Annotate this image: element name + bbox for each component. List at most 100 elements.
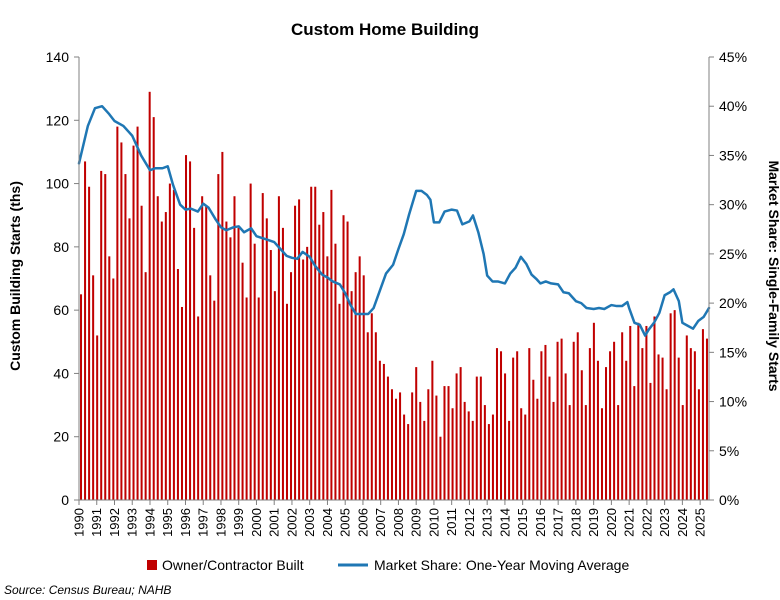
x-tick-label: 1996 xyxy=(178,508,193,537)
bar xyxy=(132,145,135,500)
bar xyxy=(576,332,579,500)
bar xyxy=(156,196,159,501)
bar xyxy=(302,259,305,500)
bar xyxy=(544,344,547,500)
bar xyxy=(249,183,252,500)
bar xyxy=(294,205,297,500)
bar xyxy=(673,310,676,500)
x-tick-label: 2020 xyxy=(604,508,619,537)
bar xyxy=(80,294,83,500)
bar xyxy=(322,212,325,501)
bar xyxy=(88,186,91,501)
bar xyxy=(164,212,167,501)
bar xyxy=(374,332,377,500)
bar xyxy=(508,420,511,500)
right-tick-label: 15% xyxy=(719,344,747,360)
bar xyxy=(257,297,260,500)
bar xyxy=(560,338,563,500)
x-tick-label: 2014 xyxy=(497,508,512,537)
bar xyxy=(572,341,575,500)
bar xyxy=(605,367,608,500)
bar xyxy=(358,256,361,500)
x-tick-label: 1990 xyxy=(72,508,87,537)
bar xyxy=(326,256,329,500)
bar xyxy=(685,335,688,500)
bar xyxy=(463,401,466,500)
bar xyxy=(140,205,143,500)
left-tick-label: 100 xyxy=(46,176,70,192)
bar xyxy=(168,183,171,500)
bar xyxy=(225,221,228,501)
bar xyxy=(350,291,353,500)
x-axis-ticks: 1990 1991 1992 1993 1994 1995 1996 1997 1998 1999… xyxy=(72,500,708,537)
bar xyxy=(419,401,422,500)
bar-series-owner-contractor xyxy=(80,91,708,501)
bar xyxy=(491,414,494,500)
bar xyxy=(92,275,95,500)
bar xyxy=(584,405,587,500)
x-tick-label: 1999 xyxy=(231,508,246,537)
x-tick-label: 2025 xyxy=(693,508,708,537)
bar xyxy=(411,392,414,500)
bar xyxy=(532,379,535,500)
bar xyxy=(245,297,248,500)
bar xyxy=(540,351,543,500)
right-tick-label: 5% xyxy=(719,443,739,459)
bar xyxy=(180,306,183,500)
bar xyxy=(617,405,620,500)
bar xyxy=(609,351,612,500)
bar xyxy=(221,151,224,500)
bar xyxy=(592,322,595,500)
x-tick-label: 2008 xyxy=(391,508,406,537)
x-tick-label: 2002 xyxy=(284,508,299,537)
x-tick-label: 1991 xyxy=(89,508,104,537)
left-tick-label: 20 xyxy=(53,429,69,445)
bar xyxy=(261,193,264,500)
legend-label-line: Market Share: One-Year Moving Average xyxy=(374,557,629,573)
bar xyxy=(447,386,450,500)
bar xyxy=(665,389,668,500)
bar xyxy=(629,325,632,500)
bar xyxy=(641,348,644,500)
bar xyxy=(669,313,672,500)
bar xyxy=(253,243,256,500)
bar xyxy=(657,354,660,500)
x-tick-label: 2012 xyxy=(462,508,477,537)
x-tick-label: 1998 xyxy=(213,508,228,537)
bar xyxy=(314,186,317,501)
x-tick-label: 2001 xyxy=(267,508,282,537)
legend-swatch-bar xyxy=(147,560,157,570)
x-tick-label: 2007 xyxy=(373,508,388,537)
x-tick-label: 2009 xyxy=(409,508,424,537)
chart-title: Custom Home Building xyxy=(291,20,479,39)
x-tick-label: 2024 xyxy=(675,508,690,537)
right-tick-label: 10% xyxy=(719,394,747,410)
bar xyxy=(124,174,127,500)
bar xyxy=(277,196,280,501)
left-tick-label: 80 xyxy=(53,239,69,255)
bar xyxy=(217,174,220,500)
bar xyxy=(265,218,268,500)
x-tick-label: 1994 xyxy=(142,508,157,537)
right-tick-label: 25% xyxy=(719,246,747,262)
bar xyxy=(455,373,458,500)
x-tick-label: 1992 xyxy=(107,508,122,537)
bar xyxy=(471,420,474,500)
bar xyxy=(407,424,410,500)
bar xyxy=(362,275,365,500)
x-tick-label: 2004 xyxy=(320,508,335,537)
bar xyxy=(495,348,498,500)
bar xyxy=(273,291,276,500)
bar xyxy=(451,408,454,500)
bar xyxy=(334,243,337,500)
bar xyxy=(661,357,664,500)
bar xyxy=(172,189,175,500)
bar xyxy=(237,227,240,500)
bar xyxy=(403,414,406,500)
left-tick-label: 60 xyxy=(53,302,69,318)
left-axis-ticks: 0 20 40 60 80 100 120 140 xyxy=(46,49,79,508)
bar xyxy=(193,227,196,500)
bar xyxy=(649,382,652,500)
x-tick-label: 2021 xyxy=(622,508,637,537)
bar xyxy=(378,360,381,500)
